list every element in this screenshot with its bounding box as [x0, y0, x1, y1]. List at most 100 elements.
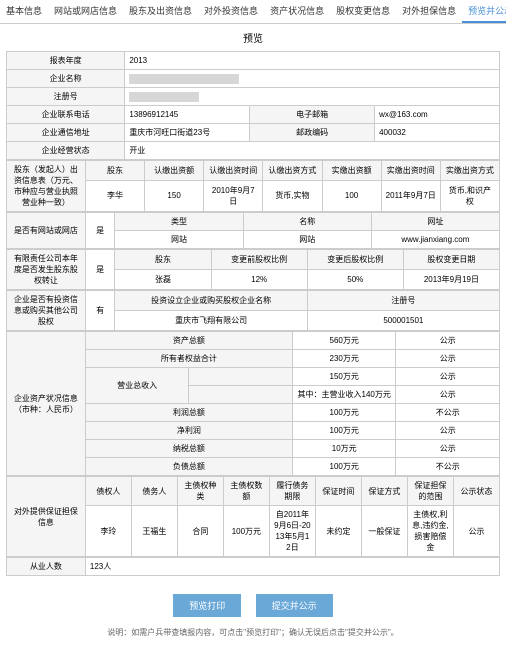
button-bar: 预览打印 提交并公示: [0, 580, 506, 623]
invest-h0: 股东: [85, 161, 144, 181]
invest-h1: 认缴出资额: [145, 161, 204, 181]
email-value: wx@163.com: [375, 106, 500, 124]
invest-group-label: 股东（发起人）出资信息表（万元、市种应与营业执照营业种一致）: [7, 161, 86, 212]
g-c8: 公示: [453, 506, 499, 557]
assets-r7-v: 100万元: [292, 458, 396, 476]
ext-invest-c0: 重庆市飞翔有限公司: [115, 311, 307, 331]
site-table: 是否有网站或网店 是 类型 名称 网址 网站 网站 www.jianxiang.…: [6, 212, 500, 249]
g-c2: 合同: [177, 506, 223, 557]
assets-r4-p: 不公示: [396, 404, 500, 422]
invest-h4: 实缴出资额: [322, 161, 381, 181]
g-h5: 保证时间: [315, 477, 361, 506]
year-label: 报表年度: [7, 52, 125, 70]
site-c2: www.jianxiang.com: [371, 231, 499, 249]
g-c1: 王福生: [131, 506, 177, 557]
basic-table: 报表年度2013 企业名称 注册号 企业联系电话13896912145电子邮箱w…: [6, 51, 500, 160]
equity-table: 有限责任公司本年度是否发生股东股权转让 是 股东 变更前股权比例 变更后股权比例…: [6, 249, 500, 290]
assets-r2-p: 公示: [396, 368, 500, 386]
g-h3: 主债权数额: [223, 477, 269, 506]
status-label: 企业经营状态: [7, 142, 125, 160]
site-group-label: 是否有网站或网店: [7, 213, 86, 249]
g-h6: 保证方式: [361, 477, 407, 506]
g-c5: 未约定: [315, 506, 361, 557]
equity-flag: 是: [85, 250, 115, 290]
phone-value: 13896912145: [125, 106, 250, 124]
invest-c5: 2011年9月7日: [381, 180, 440, 211]
print-button[interactable]: 预览打印: [173, 594, 241, 617]
invest-c2: 2010年9月7日: [204, 180, 263, 211]
assets-r7-l: 负债总额: [85, 458, 292, 476]
assets-table: 企业资产状况信息（市种：人民币） 资产总额 560万元 公示 所有者权益合计 2…: [6, 331, 500, 476]
assets-r1-l: 所有者权益合计: [85, 350, 292, 368]
tab-ext-invest[interactable]: 对外投资信息: [198, 0, 264, 23]
g-c3: 100万元: [223, 506, 269, 557]
tabs-bar: 基本信息 网站或网店信息 股东及出资信息 对外投资信息 资产状况信息 股权变更信…: [0, 0, 506, 24]
assets-r0-p: 公示: [396, 332, 500, 350]
equity-h0: 股东: [115, 250, 211, 270]
assets-r2-v: 150万元: [292, 368, 396, 386]
assets-r6-v: 10万元: [292, 440, 396, 458]
ext-invest-c1: 500001501: [307, 311, 499, 331]
invest-h6: 实缴出资方式: [440, 161, 499, 181]
invest-c1: 150: [145, 180, 204, 211]
emp-value: 123人: [85, 558, 499, 576]
assets-r6-l: 纳税总额: [85, 440, 292, 458]
emp-label: 从业人数: [7, 558, 86, 576]
tab-shareholder[interactable]: 股东及出资信息: [123, 0, 198, 23]
tab-assets[interactable]: 资产状况信息: [264, 0, 330, 23]
reg-label: 注册号: [7, 88, 125, 106]
assets-r7-p: 不公示: [396, 458, 500, 476]
g-h4: 履行债务期限: [269, 477, 315, 506]
email-label: 电子邮箱: [250, 106, 375, 124]
tab-site[interactable]: 网站或网店信息: [48, 0, 123, 23]
assets-r1-v: 230万元: [292, 350, 396, 368]
equity-group-label: 有限责任公司本年度是否发生股东股权转让: [7, 250, 86, 290]
invest-table: 股东（发起人）出资信息表（万元、市种应与营业执照营业种一致） 股东 认缴出资额 …: [6, 160, 500, 212]
assets-r6-p: 公示: [396, 440, 500, 458]
g-c7: 主债权,利息,违约金,损害赔偿金: [407, 506, 453, 557]
addr-value: 重庆市河旺口街道23号: [125, 124, 250, 142]
g-h7: 保证担保的范围: [407, 477, 453, 506]
site-h0: 类型: [115, 213, 243, 231]
invest-h5: 实缴出资时间: [381, 161, 440, 181]
ext-invest-flag: 有: [85, 291, 115, 331]
site-c1: 网站: [243, 231, 371, 249]
guarantee-table: 对外提供保证担保信息 债权人 债务人 主债权种类 主债权数额 履行债务期限 保证…: [6, 476, 500, 557]
equity-h2: 变更后股权比例: [307, 250, 403, 270]
assets-r1-p: 公示: [396, 350, 500, 368]
site-h1: 名称: [243, 213, 371, 231]
name-label: 企业名称: [7, 70, 125, 88]
g-h0: 债权人: [85, 477, 131, 506]
equity-c2: 50%: [307, 270, 403, 290]
invest-c0: 李华: [85, 180, 144, 211]
site-h2: 网址: [371, 213, 499, 231]
equity-c0: 张磊: [115, 270, 211, 290]
site-c0: 网站: [115, 231, 243, 249]
addr-label: 企业通信地址: [7, 124, 125, 142]
assets-r5-l: 净利润: [85, 422, 292, 440]
assets-r4-l: 利润总额: [85, 404, 292, 422]
site-flag: 是: [85, 213, 115, 249]
assets-r4-v: 100万元: [292, 404, 396, 422]
ext-invest-table: 企业是否有投资信息或购买其他公司股权 有 投资设立企业或购买股权企业名称 注册号…: [6, 290, 500, 331]
tab-preview[interactable]: 预览并公示: [462, 0, 506, 23]
tab-basic[interactable]: 基本信息: [0, 0, 48, 23]
ext-invest-h0: 投资设立企业或购买股权企业名称: [115, 291, 307, 311]
emp-table: 从业人数123人: [6, 557, 500, 576]
assets-r0-l: 资产总额: [85, 332, 292, 350]
tab-equity[interactable]: 股权变更信息: [330, 0, 396, 23]
status-value: 开业: [125, 142, 500, 160]
footer-note: 说明：如需户兵带查填报内容，可点击"预览打印"；确认无误后点击"提交并公示"。: [0, 623, 506, 648]
zip-label: 邮政编码: [250, 124, 375, 142]
name-value: [125, 70, 500, 88]
g-c6: 一般保证: [361, 506, 407, 557]
equity-c3: 2013年9月19日: [403, 270, 499, 290]
equity-c1: 12%: [211, 270, 307, 290]
assets-r3-v: 其中：主营业收入140万元: [292, 386, 396, 404]
ext-invest-h1: 注册号: [307, 291, 499, 311]
assets-group-label: 企业资产状况信息（市种：人民币）: [7, 332, 86, 476]
tab-guarantee[interactable]: 对外担保信息: [396, 0, 462, 23]
section-title: 预览: [0, 24, 506, 51]
submit-button[interactable]: 提交并公示: [256, 594, 333, 617]
g-h1: 债务人: [131, 477, 177, 506]
